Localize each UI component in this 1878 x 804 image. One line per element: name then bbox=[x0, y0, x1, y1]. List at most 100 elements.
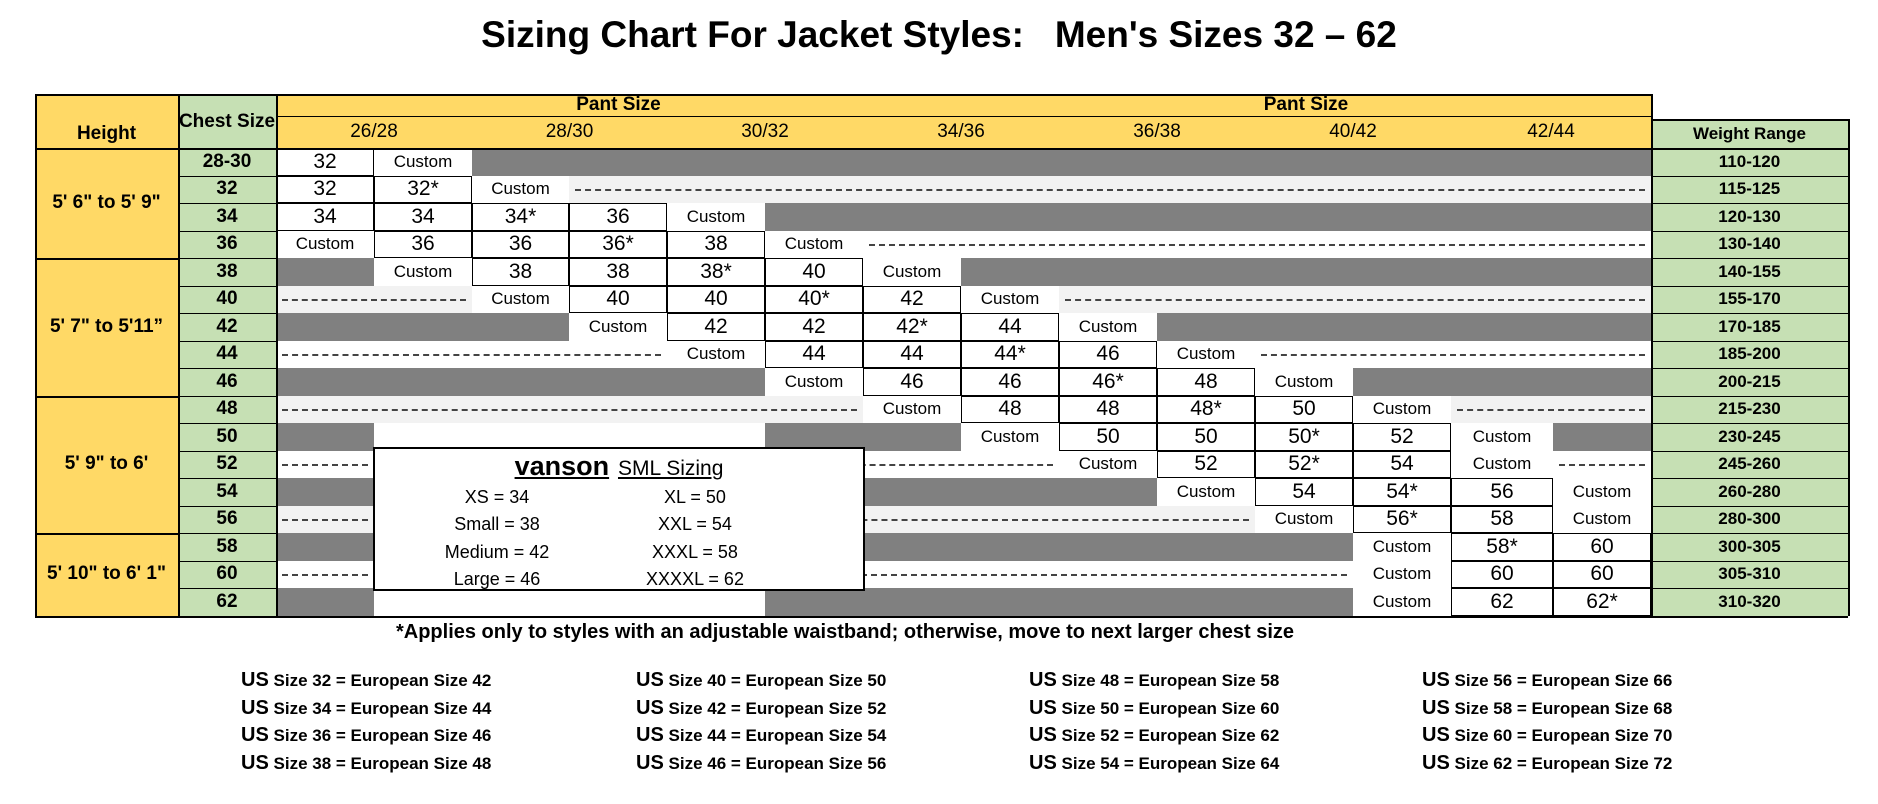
grid-line bbox=[1651, 588, 1848, 589]
grid-line bbox=[35, 533, 178, 535]
custom-cell: Custom bbox=[1059, 450, 1157, 478]
weight-range-header: Weight Range bbox=[1651, 119, 1848, 148]
pant-size-cell: 60 bbox=[1553, 560, 1651, 588]
conversion-text: Size 44 = European Size 54 bbox=[663, 726, 887, 745]
conversion-text: Size 32 = European Size 42 bbox=[268, 671, 492, 690]
grid-line bbox=[276, 116, 1651, 117]
custom-cell: Custom bbox=[1353, 395, 1451, 423]
grid-line bbox=[1651, 203, 1848, 204]
height-group-label: 5' 7" to 5'11” bbox=[35, 258, 178, 396]
pant-size-cell: 38* bbox=[667, 258, 765, 286]
chest-size-cell: 38 bbox=[178, 258, 276, 286]
unavailable-fill bbox=[276, 368, 765, 396]
pant-size-cell: 50* bbox=[1255, 423, 1353, 451]
weight-range-cell: 300-305 bbox=[1651, 533, 1848, 561]
unavailable-dashes bbox=[1451, 395, 1651, 423]
grid-line bbox=[1651, 450, 1848, 452]
unavailable-dashes bbox=[276, 285, 472, 313]
us-label: US bbox=[636, 696, 664, 719]
sml-entry: XXL = 54 bbox=[658, 514, 732, 534]
pant-size-cell: 52 bbox=[1353, 423, 1451, 451]
conversion-text: Size 40 = European Size 50 bbox=[663, 671, 887, 690]
unavailable-dashes bbox=[1059, 285, 1651, 313]
conversion-text: Size 50 = European Size 60 bbox=[1056, 698, 1280, 718]
conversion-text: Size 34 = European Size 44 bbox=[268, 698, 492, 718]
unavailable-dashes bbox=[276, 505, 374, 533]
pant-size-cell: 40 bbox=[765, 258, 863, 286]
pant-size-cell: 42 bbox=[667, 313, 765, 341]
grid-line bbox=[1651, 368, 1848, 369]
grid-line bbox=[35, 615, 1848, 618]
grid-line bbox=[178, 313, 276, 314]
grid-line bbox=[1651, 175, 1848, 177]
pant-size-cell: 44 bbox=[863, 340, 961, 368]
grid-line bbox=[35, 258, 178, 260]
custom-cell: Custom bbox=[1553, 478, 1651, 506]
us-label: US bbox=[1422, 724, 1450, 746]
pant-size-label: 42/44 bbox=[1451, 116, 1651, 148]
us-label: US bbox=[1422, 751, 1450, 774]
grid-line bbox=[178, 368, 276, 369]
custom-cell: Custom bbox=[1451, 450, 1553, 478]
unavailable-fill bbox=[276, 478, 374, 506]
custom-cell: Custom bbox=[472, 175, 569, 203]
pant-size-label: 30/32 bbox=[667, 116, 863, 148]
us-label: US bbox=[1029, 696, 1057, 719]
unavailable-fill bbox=[1353, 368, 1651, 396]
custom-cell: Custom bbox=[1157, 340, 1255, 368]
grid-line bbox=[35, 148, 1848, 150]
weight-range-cell: 215-230 bbox=[1651, 395, 1848, 423]
sml-entry: Small = 38 bbox=[454, 514, 540, 534]
pant-size-cell: 38 bbox=[472, 258, 569, 286]
us-label: US bbox=[1029, 669, 1057, 691]
custom-cell: Custom bbox=[863, 395, 961, 423]
grid-line bbox=[1651, 533, 1848, 534]
weight-range-cell: 155-170 bbox=[1651, 285, 1848, 313]
unavailable-dashes bbox=[276, 450, 374, 478]
unavailable-fill bbox=[276, 423, 374, 451]
us-label: US bbox=[241, 696, 269, 719]
conversion-text: Size 52 = European Size 62 bbox=[1056, 726, 1280, 745]
chest-size-cell: 62 bbox=[178, 588, 276, 616]
conversion-text: Size 38 = European Size 48 bbox=[268, 753, 492, 773]
pant-size-cell: 48 bbox=[1059, 395, 1157, 423]
chest-size-cell: 40 bbox=[178, 285, 276, 313]
pant-size-cell: 50 bbox=[1255, 395, 1353, 423]
pant-size-label: 28/30 bbox=[472, 116, 667, 148]
grid-line bbox=[1651, 119, 1848, 121]
size-conversion-entry: US Size 44 = European Size 54 bbox=[636, 724, 886, 747]
unavailable-fill bbox=[765, 203, 1651, 231]
chest-size-cell: 50 bbox=[178, 423, 276, 451]
sml-entry: Medium = 42 bbox=[444, 542, 550, 562]
pant-size-cell: 36 bbox=[374, 230, 472, 258]
pant-size-label: 36/38 bbox=[1059, 116, 1255, 148]
grid-line bbox=[178, 450, 276, 452]
pant-size-cell: 62* bbox=[1553, 588, 1651, 616]
custom-cell: Custom bbox=[1157, 478, 1255, 506]
unavailable-dashes bbox=[276, 560, 374, 588]
pant-size-cell: 34 bbox=[374, 203, 472, 231]
us-label: US bbox=[1422, 696, 1450, 719]
grid-line bbox=[178, 285, 276, 287]
height-header-label: Height bbox=[76, 123, 137, 144]
sml-title: SML Sizing bbox=[617, 457, 724, 480]
unavailable-dashes bbox=[569, 175, 1651, 203]
grid-line bbox=[178, 230, 276, 232]
unavailable-dashes bbox=[276, 340, 667, 368]
conversion-text: Size 46 = European Size 56 bbox=[663, 753, 887, 773]
unavailable-fill bbox=[1157, 313, 1651, 341]
brand-logo: vanson bbox=[514, 451, 610, 481]
pant-size-cell: 50 bbox=[1157, 423, 1255, 451]
pant-size-header-right: Pant Size bbox=[961, 94, 1651, 116]
grid-line bbox=[35, 94, 1651, 96]
chest-size-cell: 52 bbox=[178, 450, 276, 478]
unavailable-fill bbox=[1553, 423, 1651, 451]
unavailable-fill bbox=[276, 588, 374, 616]
grid-line bbox=[1651, 505, 1848, 507]
chest-size-cell: 54 bbox=[178, 478, 276, 506]
chest-size-cell: 60 bbox=[178, 560, 276, 588]
us-label: US bbox=[636, 724, 664, 746]
pant-size-label: 40/42 bbox=[1255, 116, 1451, 148]
weight-range-cell: 130-140 bbox=[1651, 230, 1848, 258]
grid-line bbox=[1651, 423, 1848, 424]
